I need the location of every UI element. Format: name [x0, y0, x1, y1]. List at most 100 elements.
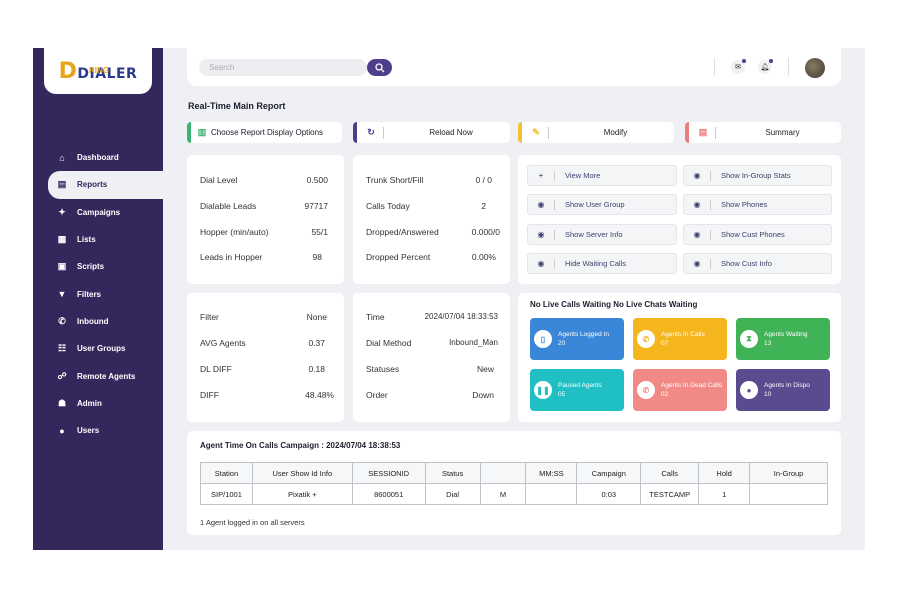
show-phones-button[interactable]: ◉ Show Phones	[683, 194, 832, 215]
agents-logged-in-tile[interactable]: ▯ Agents Logged In 20	[530, 318, 624, 360]
filter-stats-card	[187, 293, 344, 422]
stat-value: 0.000/0	[471, 227, 500, 237]
sidebar-item-admin[interactable]: ☗ Admin	[33, 390, 163, 417]
sidebar-item-users[interactable]: ● Users	[33, 417, 163, 444]
stat-row: Filter None	[200, 312, 327, 322]
modify-label: Modify	[603, 128, 628, 137]
logo-text: DDIALER	[58, 58, 138, 84]
sidebar-item-dashboard[interactable]: ⌂ Dashboard	[33, 144, 163, 171]
modify-button[interactable]: ✎ Modify	[518, 122, 674, 143]
table-row[interactable]: SIP/1001 Pixatik + 8600051 Dial M 0:03 T…	[200, 483, 828, 505]
user-icon: ●	[59, 425, 65, 436]
show-cust-phones-button[interactable]: ◉ Show Cust Phones	[683, 224, 832, 245]
stat-label: Statuses	[366, 364, 400, 374]
column-header[interactable]: SESSIONID	[351, 462, 426, 484]
sidebar-item-reports[interactable]: ▤ Reports	[48, 171, 163, 199]
dial-stats-card	[187, 155, 344, 284]
summary-button[interactable]: ▤ Summary	[685, 122, 841, 143]
list-icon: ▦	[57, 234, 67, 245]
option-label: Show Cust Info	[721, 259, 772, 268]
bar-chart-icon: ▥	[197, 127, 207, 137]
stat-label: Calls Today	[366, 201, 410, 211]
logo-main-text: DIALER	[77, 65, 138, 82]
sidebar-item-scripts[interactable]: ▣ Scripts	[33, 253, 163, 280]
mail-icon[interactable]: ✉	[731, 59, 746, 74]
column-header[interactable]: User Show Id Info	[251, 462, 353, 484]
sidebar-item-campaigns[interactable]: ✦ Campaigns	[33, 199, 163, 226]
stat-row: DL DIFF 0.18	[200, 364, 325, 374]
column-header[interactable]: Hold	[698, 462, 751, 484]
column-header[interactable]: MM:SS	[525, 462, 578, 484]
column-header[interactable]: In-Group	[749, 462, 828, 484]
bell-icon[interactable]: 🔔︎	[758, 59, 773, 74]
search-input[interactable]	[199, 59, 367, 76]
sidebar-item-label: User Groups	[77, 344, 126, 354]
agent-table-title: Agent Time On Calls Campaign : 2024/07/0…	[200, 441, 401, 450]
stat-label: Order	[366, 390, 388, 400]
stat-value: New	[476, 364, 494, 374]
sidebar-item-filters[interactable]: ▼ Filters	[33, 280, 163, 307]
divider	[548, 126, 549, 139]
stat-label: Dropped/Answered	[366, 227, 439, 237]
stat-value: 2024/07/04 18:33:53	[424, 312, 498, 321]
tile-label: Agents Logged In	[558, 331, 609, 338]
avatar[interactable]	[805, 58, 825, 78]
waiting-icon: ⧗	[740, 330, 758, 348]
eye-icon: ◉	[537, 200, 545, 209]
stat-value: None	[306, 312, 327, 322]
table-cell: Dial	[424, 483, 481, 505]
agents-in-dead-calls-tile[interactable]: ✆ Agents In Dead Calls 02	[633, 369, 727, 411]
agents-in-calls-tile[interactable]: ✆ Agents In Calls 07	[633, 318, 727, 360]
hide-waiting-calls-button[interactable]: ◉ Hide Waiting Calls	[527, 253, 677, 274]
document-icon: ▤	[698, 127, 708, 137]
search-button[interactable]	[367, 59, 392, 76]
sidebar-item-remote-agents[interactable]: ☍ Remote Agents	[33, 362, 163, 389]
show-server-info-button[interactable]: ◉ Show Server Info	[527, 224, 677, 245]
user-icon: ●	[740, 381, 758, 399]
sidebar-item-label: Admin	[77, 398, 102, 408]
stat-row: Hopper (min/auto) 55/1	[200, 227, 328, 237]
column-header[interactable]: Status	[424, 462, 481, 484]
view-more-button[interactable]: + View More	[527, 165, 677, 186]
sidebar-item-inbound[interactable]: ✆ Inbound	[33, 308, 163, 335]
table-cell: 1	[698, 483, 751, 505]
sidebar-item-label: Inbound	[77, 316, 109, 326]
reload-now-button[interactable]: ↻ Reload Now	[353, 122, 510, 143]
users-icon: ☷	[57, 343, 67, 354]
accent-bar	[187, 122, 191, 143]
sidebar-item-user-groups[interactable]: ☷ User Groups	[33, 335, 163, 362]
edit-icon: ✎	[532, 127, 540, 137]
waiting-status-text: No Live Calls Waiting No Live Chats Wait…	[530, 300, 698, 309]
choose-display-options-label: Choose Report Display Options	[211, 128, 324, 137]
column-header[interactable]: Calls	[640, 462, 700, 484]
stat-row: Time 2024/07/04 18:33:53	[366, 312, 498, 322]
sidebar-item-label: Dashboard	[77, 153, 119, 163]
paused-agents-tile[interactable]: ❚❚ Paused Agents 05	[530, 369, 624, 411]
option-label: View More	[565, 171, 601, 180]
logo[interactable]: DDIALER KING	[44, 48, 152, 94]
stat-row: Trunk Short/Fill 0 / 0	[366, 175, 492, 185]
stat-value: 48.48%	[305, 390, 334, 400]
agents-waiting-tile[interactable]: ⧗ Agents Waiting 13	[736, 318, 830, 360]
column-header[interactable]: Station	[200, 462, 253, 484]
table-cell: SIP/1001	[200, 483, 253, 505]
show-user-group-button[interactable]: ◉ Show User Group	[527, 194, 677, 215]
stat-row: DIFF 48.48%	[200, 390, 334, 400]
divider	[715, 126, 716, 139]
page-title: Real-Time Main Report	[188, 101, 286, 111]
stat-row: Order Down	[366, 390, 494, 400]
time-stats-card	[353, 293, 510, 422]
show-cust-info-button[interactable]: ◉ Show Cust Info	[683, 253, 832, 274]
dead-call-icon: ✆	[637, 381, 655, 399]
option-label: Show In-Group Stats	[721, 171, 791, 180]
agents-in-dispo-tile[interactable]: ● Agents In Dispo 10	[736, 369, 830, 411]
sidebar-item-label: Lists	[77, 235, 96, 245]
column-header[interactable]: Campaign	[576, 462, 642, 484]
sidebar-item-lists[interactable]: ▦ Lists	[33, 226, 163, 253]
table-cell[interactable]: Pixatik +	[251, 483, 353, 505]
agent-table: Station User Show Id Info SESSIONID Stat…	[200, 462, 828, 505]
report-icon: ▤	[57, 179, 67, 190]
stat-label: Dropped Percent	[366, 252, 431, 262]
show-in-group-stats-button[interactable]: ◉ Show In-Group Stats	[683, 165, 832, 186]
choose-display-options-button[interactable]: ▥ Choose Report Display Options	[187, 122, 342, 143]
